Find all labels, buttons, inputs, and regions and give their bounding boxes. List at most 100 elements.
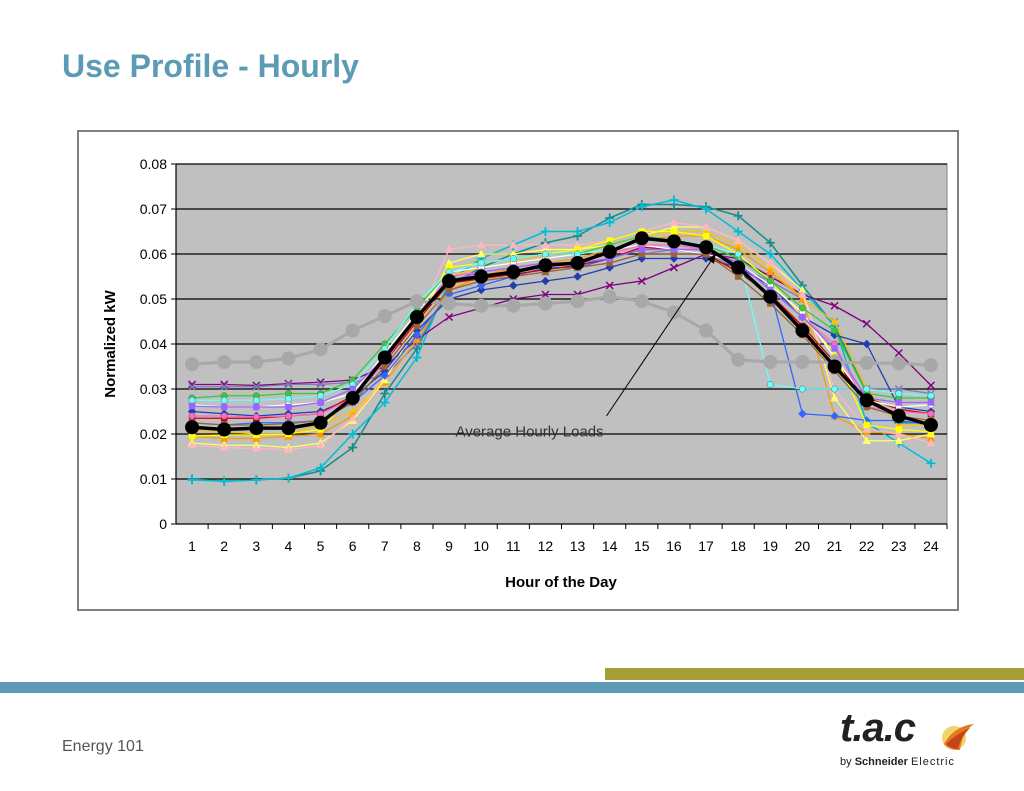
series-line: [192, 226, 932, 449]
data-point: [509, 255, 517, 262]
x-tick-label: 15: [634, 538, 650, 554]
data-point: [699, 323, 714, 338]
data-point: [281, 421, 296, 436]
data-point: [187, 475, 197, 485]
data-point: [766, 263, 775, 271]
data-point: [862, 425, 871, 433]
data-point: [798, 409, 807, 418]
data-point: [217, 422, 232, 437]
flame-icon: [942, 724, 974, 750]
data-point: [251, 475, 261, 485]
data-point: [477, 259, 485, 267]
accent-band-olive: [605, 668, 1024, 680]
data-point: [249, 421, 264, 436]
data-point: [377, 309, 392, 324]
data-point: [380, 398, 390, 407]
line-chart: 00.010.020.030.040.050.060.070.081 2 3 4 5 6 7…: [102, 156, 948, 591]
data-point: [317, 392, 325, 400]
y-tick-label: 0.01: [140, 471, 167, 487]
data-point: [669, 218, 679, 226]
data-point: [220, 403, 228, 411]
data-point: [284, 395, 292, 403]
data-point: [734, 273, 742, 280]
data-point: [442, 274, 457, 288]
data-point: [506, 265, 521, 279]
x-tick-label: 14: [602, 538, 618, 554]
data-point: [249, 355, 264, 369]
data-point: [345, 391, 360, 405]
data-point: [220, 396, 228, 404]
data-point: [894, 348, 903, 358]
series-1: [185, 231, 938, 437]
data-point: [220, 412, 228, 420]
data-point: [412, 353, 422, 362]
data-point: [830, 411, 839, 421]
data-point: [606, 259, 613, 267]
data-point: [348, 443, 358, 452]
data-point: [570, 294, 585, 309]
data-point: [474, 298, 489, 313]
data-point: [509, 281, 518, 290]
data-point: [895, 426, 903, 433]
data-point: [541, 276, 550, 286]
data-point: [731, 352, 746, 367]
x-tick-label: 2: [220, 538, 228, 554]
data-point: [252, 382, 261, 391]
annotation: Average Hourly Loads: [455, 253, 717, 440]
data-point: [670, 250, 678, 258]
annotation-arrowhead: [707, 254, 716, 264]
data-point: [895, 399, 903, 406]
data-point: [638, 246, 646, 253]
data-point: [284, 380, 293, 389]
data-point: [570, 256, 585, 270]
x-tick-label: 24: [923, 538, 939, 554]
y-tick-label: 0.06: [140, 246, 167, 262]
slide-title: Use Profile - Hourly: [62, 48, 359, 84]
y-tick-label: 0.05: [140, 291, 167, 307]
x-tick-label: 19: [763, 538, 779, 554]
data-point: [252, 381, 261, 390]
x-tick-label: 16: [666, 538, 682, 554]
data-point: [798, 290, 807, 298]
data-point: [476, 285, 486, 295]
data-point: [830, 301, 839, 310]
data-point: [506, 298, 521, 313]
data-point: [188, 402, 196, 410]
data-point: [699, 240, 714, 255]
data-point: [923, 418, 938, 432]
y-tick-label: 0.04: [140, 336, 167, 352]
data-point: [317, 399, 324, 406]
data-point: [895, 390, 903, 397]
data-point: [795, 323, 810, 338]
y-tick-label: 0: [159, 516, 167, 532]
data-point: [666, 234, 681, 249]
x-tick-label: 11: [506, 538, 521, 554]
data-point: [637, 276, 646, 286]
data-point: [638, 250, 646, 258]
x-tick-label: 10: [473, 538, 489, 554]
x-tick-label: 5: [317, 538, 325, 554]
data-point: [185, 357, 200, 372]
data-point: [831, 349, 838, 357]
axes: 00.010.020.030.040.050.060.070.081 2 3 4 5 6 7…: [140, 156, 948, 554]
data-point: [188, 382, 197, 391]
data-point: [634, 294, 649, 309]
data-point: [188, 433, 196, 440]
data-point: [926, 434, 936, 442]
data-point: [252, 396, 260, 404]
data-point: [701, 204, 711, 214]
data-point: [734, 250, 742, 258]
data-point: [349, 385, 356, 393]
data-point: [573, 227, 583, 236]
data-point: [540, 227, 550, 236]
x-axis-label: Hour of the Day: [505, 574, 617, 591]
data-point: [284, 445, 293, 453]
data-point: [766, 258, 775, 267]
x-tick-label: 20: [795, 538, 811, 554]
logo-by: by: [840, 756, 852, 768]
data-point: [763, 289, 778, 304]
data-point: [831, 385, 839, 393]
data-point: [766, 381, 774, 388]
data-point: [927, 410, 935, 418]
x-tick-label: 17: [698, 538, 714, 554]
